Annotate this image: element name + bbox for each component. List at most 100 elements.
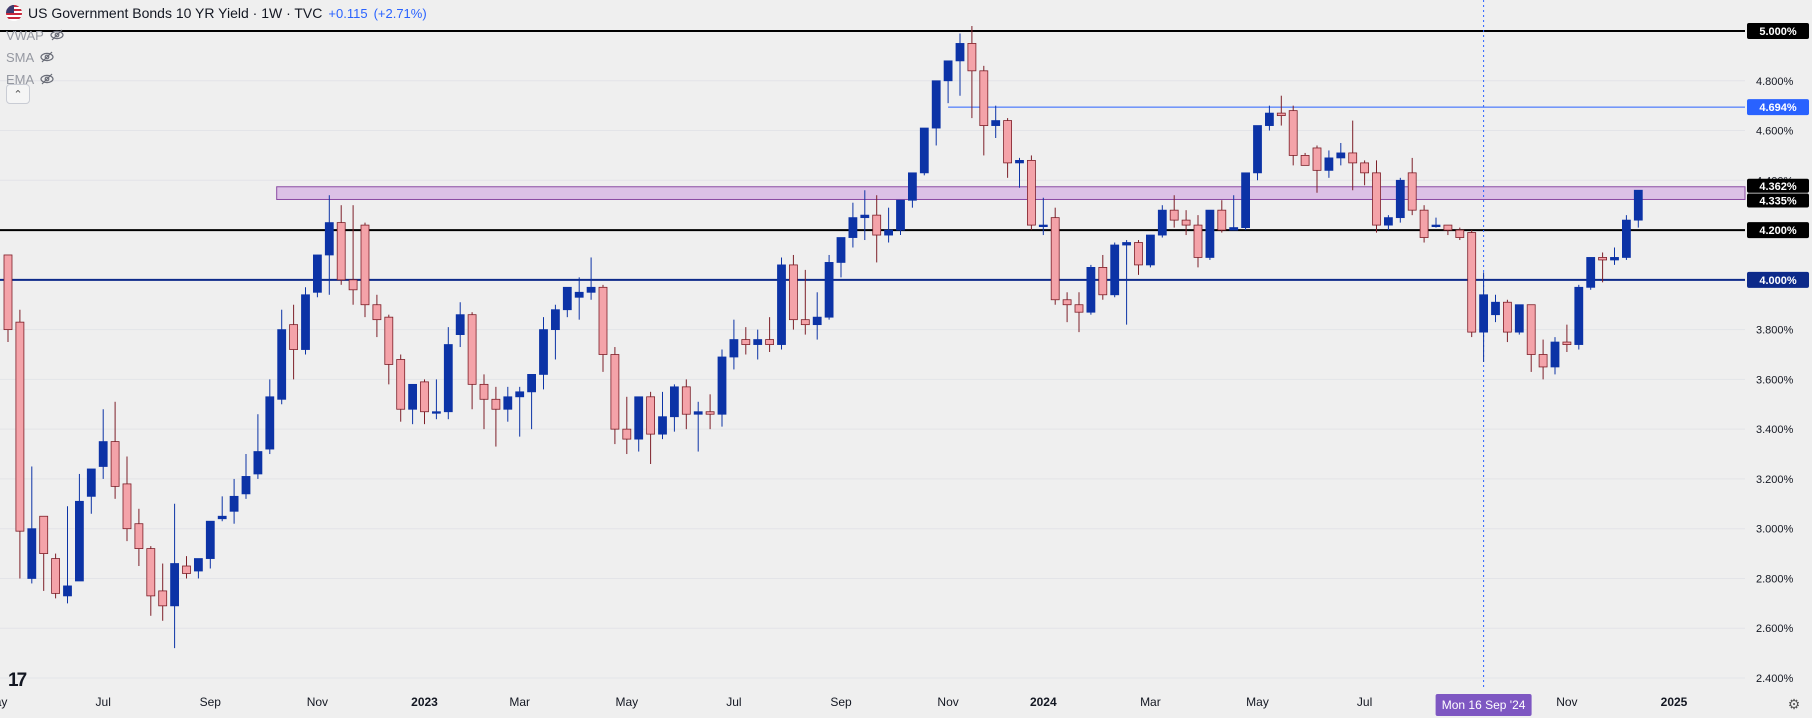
candle-body — [646, 396, 655, 435]
x-tick-label: Jul — [96, 695, 111, 709]
candle — [562, 286, 572, 318]
candle — [1574, 284, 1584, 350]
indicator-label: SMA — [6, 49, 35, 65]
candle-body — [800, 319, 810, 326]
gear-icon[interactable]: ⚙ — [1787, 695, 1801, 712]
candle — [1550, 337, 1560, 375]
indicator-vwap[interactable]: VWAP — [6, 26, 64, 44]
candle — [86, 468, 96, 514]
candle-body — [1467, 232, 1477, 333]
x-tick-label: May — [615, 695, 638, 709]
candle-body — [1348, 152, 1358, 164]
indicator-sma[interactable]: SMA — [6, 48, 54, 66]
candle-body — [372, 304, 382, 321]
level-tag-label: 4.694% — [1759, 102, 1797, 114]
candle — [443, 327, 453, 420]
candle-body — [336, 222, 346, 281]
indicator-ema[interactable]: EMA — [6, 70, 54, 88]
candle-body — [420, 381, 429, 413]
candle — [598, 284, 608, 372]
candle — [1491, 294, 1500, 323]
candle-body — [1562, 341, 1572, 345]
zone-tag-box — [1747, 193, 1809, 208]
candle-body — [1443, 224, 1453, 231]
x-tick-label: Nov — [307, 695, 328, 709]
candle — [503, 386, 513, 422]
collapse-legend-button[interactable]: ⌃ — [6, 84, 30, 104]
candle-body — [658, 416, 667, 435]
us-flag-icon — [6, 5, 22, 21]
candle — [253, 414, 263, 479]
candle — [943, 60, 953, 104]
candle-body — [277, 329, 287, 400]
candle — [134, 508, 144, 567]
candle-body — [955, 43, 965, 62]
candle-body — [479, 383, 489, 400]
candle — [1467, 230, 1477, 338]
candle — [574, 277, 584, 320]
candle-body — [670, 386, 679, 418]
candle — [360, 222, 370, 318]
candle — [27, 466, 37, 584]
candle-body — [1050, 217, 1060, 301]
candle — [919, 127, 929, 176]
candle — [1622, 215, 1631, 260]
candle-body — [598, 286, 608, 355]
eye-off-icon[interactable] — [40, 72, 54, 86]
symbol-title[interactable]: US Government Bonds 10 YR Yield · 1W · T… — [28, 5, 323, 21]
candles — [3, 26, 1643, 649]
candle — [1538, 339, 1548, 380]
candle-body — [824, 262, 834, 318]
candle — [1038, 197, 1048, 236]
candle-body — [1550, 341, 1560, 368]
candle — [75, 473, 84, 582]
candle — [1562, 324, 1572, 353]
symbol-legend[interactable]: US Government Bonds 10 YR Yield · 1W · T… — [6, 3, 427, 23]
x-tick-label: Mar — [509, 695, 530, 709]
candle-body — [1324, 157, 1334, 171]
candle-body — [217, 515, 227, 520]
tradingview-logo[interactable]: 17 — [8, 670, 27, 691]
level-tag-label: 5.000% — [1759, 26, 1797, 38]
zone-price-tag: 4.362% — [1747, 178, 1809, 193]
y-tick-label: 4.800% — [1756, 76, 1794, 88]
candle-body — [1027, 159, 1036, 226]
candle-body — [705, 411, 715, 415]
candle-body — [1574, 286, 1584, 345]
candle — [777, 257, 786, 350]
candle — [205, 520, 215, 569]
candle-body — [1098, 267, 1108, 296]
eye-off-icon[interactable] — [40, 50, 54, 64]
y-tick-label: 3.000% — [1756, 524, 1794, 536]
candle-body — [908, 172, 917, 201]
candle-body — [979, 70, 989, 126]
candle — [1062, 292, 1072, 323]
candle — [872, 195, 882, 263]
eye-off-icon[interactable] — [50, 28, 64, 42]
candle-body — [1455, 229, 1465, 238]
candle — [1372, 160, 1381, 233]
zone-band[interactable] — [276, 186, 1746, 200]
candle-body — [586, 286, 596, 293]
change-absolute: +0.115 — [328, 5, 368, 21]
candle — [1324, 150, 1334, 178]
candle — [384, 314, 394, 385]
y-tick-label: 3.800% — [1756, 325, 1794, 337]
candle — [1384, 215, 1393, 231]
candle-body — [1015, 159, 1024, 164]
candle — [15, 309, 25, 579]
candle — [1169, 195, 1179, 228]
candle-body — [1360, 162, 1369, 174]
candle — [967, 26, 977, 119]
x-tick-label: Sep — [830, 695, 852, 709]
candle — [1598, 252, 1607, 283]
candle-body — [193, 558, 203, 572]
candle-body — [27, 528, 37, 579]
candle-body — [491, 398, 501, 410]
x-tick-label: Nov — [937, 695, 958, 709]
candle-body — [634, 396, 644, 440]
candle-body — [1503, 301, 1512, 333]
candle — [372, 294, 382, 338]
candle-body — [1407, 172, 1417, 211]
